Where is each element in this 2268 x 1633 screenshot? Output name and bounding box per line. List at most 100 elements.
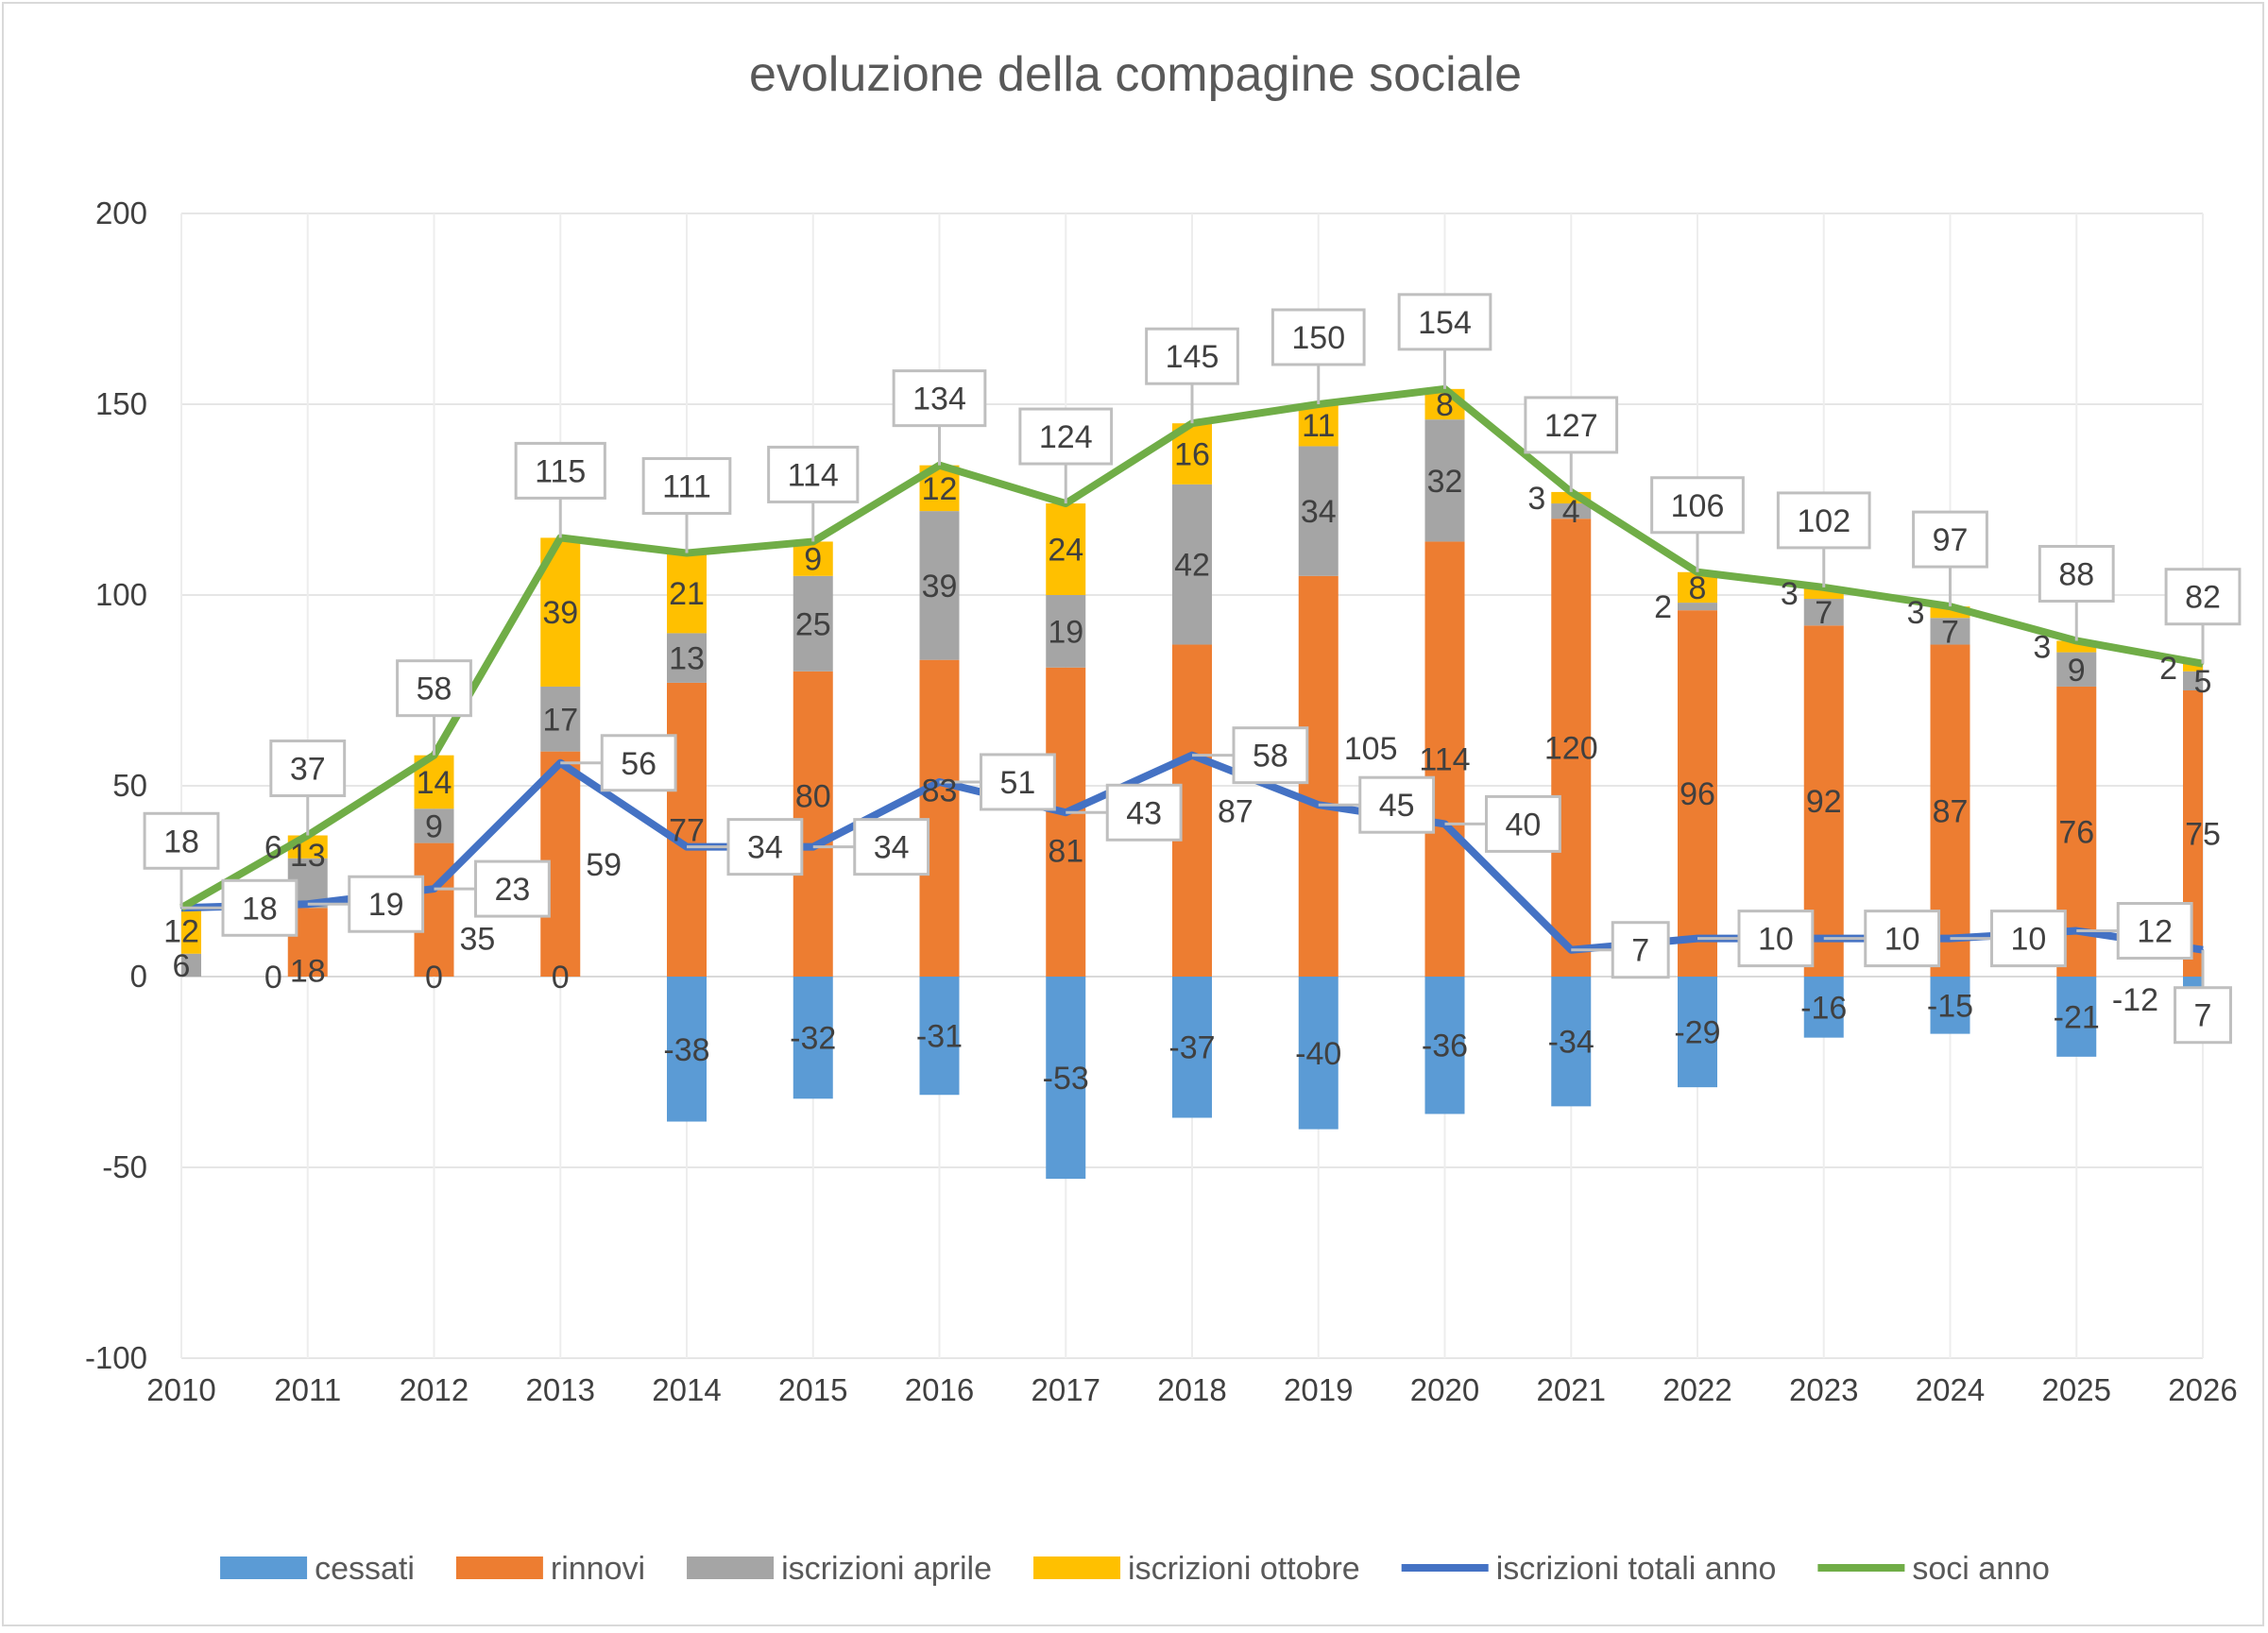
- data-label-iscrizioni-aprile: 25: [795, 606, 831, 642]
- data-label-rinnovi: 75: [2185, 817, 2221, 853]
- bar-cessati: [1424, 977, 1465, 1114]
- data-label-cessati: -32: [790, 1021, 836, 1057]
- y-tick-label: -100: [85, 1340, 147, 1375]
- bar-iscrizioni-aprile: [667, 633, 707, 683]
- callout-box: [2038, 544, 2115, 603]
- data-label-iscrizioni-ottobre: 14: [417, 765, 452, 801]
- data-label-iscrizioni-totali-anno: 10: [1758, 922, 1794, 958]
- data-label-iscrizioni-ottobre: 21: [669, 576, 705, 612]
- data-label-iscrizioni-aprile: 5: [2194, 664, 2212, 700]
- bar-iscrizioni-aprile: [2056, 652, 2097, 687]
- data-label-soci-anno: 134: [912, 382, 966, 417]
- bar-iscrizioni-ottobre: [181, 908, 201, 954]
- callout-box: [1650, 476, 1745, 535]
- x-tick-label: 2025: [2042, 1372, 2111, 1407]
- data-label-cessati: -53: [1043, 1061, 1089, 1097]
- data-label-iscrizioni-aprile: 6: [173, 948, 191, 984]
- data-label-iscrizioni-aprile: 39: [922, 569, 958, 604]
- callout-box: [767, 445, 860, 503]
- callout-soci-anno: 127: [1524, 396, 1619, 454]
- callout-box: [1990, 910, 2067, 968]
- data-label-iscrizioni-ottobre: 8: [1436, 387, 1454, 423]
- callout-iscrizioni-totali-anno: 34: [853, 818, 930, 876]
- bar-iscrizioni-aprile: [1551, 503, 1592, 519]
- legend-label-iscrizioni-aprile: iscrizioni aprile: [781, 1551, 992, 1587]
- data-label-iscrizioni-ottobre: 9: [804, 542, 822, 578]
- data-label-iscrizioni-totali-anno: 7: [1631, 933, 1649, 969]
- bar-cessati: [667, 977, 707, 1122]
- legend-swatch-rinnovi: [455, 1556, 543, 1579]
- callout-iscrizioni-totali-anno: 40: [1485, 794, 1561, 853]
- x-tick-label: 2017: [1032, 1372, 1100, 1407]
- callout-iscrizioni-totali-anno: 10: [1737, 910, 1815, 968]
- bar-iscrizioni-aprile: [793, 575, 833, 672]
- bar-rinnovi: [1046, 667, 1086, 977]
- callout-iscrizioni-totali-anno: 12: [2116, 902, 2193, 961]
- data-label-cessati: -16: [1800, 990, 1847, 1026]
- data-label-iscrizioni-totali-anno: 19: [368, 887, 404, 923]
- bar-iscrizioni-aprile: [1803, 599, 1844, 626]
- data-label-iscrizioni-aprile: 32: [1427, 464, 1463, 500]
- x-tick-label: 2013: [526, 1372, 595, 1407]
- data-label-iscrizioni-totali-anno: 40: [1506, 807, 1542, 842]
- callout-soci-anno: 37: [269, 740, 347, 798]
- data-label-iscrizioni-ottobre: 8: [1689, 570, 1707, 606]
- legend-label-rinnovi: rinnovi: [551, 1551, 645, 1587]
- bar-iscrizioni-ottobre: [667, 553, 707, 634]
- data-label-cessati: -37: [1168, 1030, 1215, 1066]
- callout-iscrizioni-totali-anno: 7: [2174, 986, 2232, 1045]
- bar-iscrizioni-ottobre: [793, 541, 833, 576]
- data-label-cessati: -15: [1927, 988, 1973, 1024]
- legend-swatch-iscrizioni-aprile: [687, 1556, 775, 1579]
- callout-box: [853, 818, 930, 876]
- data-label-iscrizioni-totali-anno: 34: [747, 830, 783, 866]
- callout-iscrizioni-totali-anno: 10: [1864, 910, 1941, 968]
- data-label-iscrizioni-ottobre: 12: [163, 914, 199, 950]
- bar-cessati: [1930, 977, 1970, 1034]
- callout-box: [1270, 308, 1366, 366]
- data-label-iscrizioni-aprile: 7: [1815, 595, 1833, 631]
- y-tick-label: 100: [95, 577, 147, 612]
- bar-cessati: [1172, 977, 1212, 1118]
- x-tick-label: 2011: [274, 1372, 341, 1407]
- data-label-iscrizioni-totali-anno: 43: [1126, 795, 1162, 831]
- data-label-iscrizioni-aprile: 13: [290, 838, 326, 874]
- bar-rinnovi: [1551, 519, 1592, 977]
- data-label-iscrizioni-ottobre: 6: [264, 830, 282, 866]
- data-label-iscrizioni-totali-anno: 51: [1000, 765, 1036, 801]
- callout-soci-anno: 134: [892, 369, 987, 428]
- bar-iscrizioni-ottobre: [2183, 663, 2203, 672]
- callout-soci-anno: 106: [1650, 476, 1745, 535]
- data-label-rinnovi: 87: [1218, 793, 1253, 829]
- x-tick-label: 2016: [905, 1372, 974, 1407]
- data-label-rinnovi: 92: [1806, 784, 1842, 820]
- callout-soci-anno: 18: [143, 811, 220, 870]
- bar-iscrizioni-aprile: [2183, 671, 2203, 690]
- bar-iscrizioni-aprile: [1424, 419, 1465, 542]
- legend-swatch-cessati: [220, 1556, 308, 1579]
- callout-soci-anno: 154: [1397, 293, 1492, 351]
- data-label-soci-anno: 115: [535, 453, 586, 489]
- callout-box: [641, 457, 732, 516]
- x-tick-label: 2026: [2168, 1372, 2237, 1407]
- callout-box: [514, 441, 606, 500]
- legend-swatch-iscrizioni-ottobre: [1033, 1556, 1121, 1579]
- data-label-iscrizioni-ottobre: 16: [1174, 437, 1210, 473]
- data-label-rinnovi: 114: [1419, 742, 1470, 778]
- bar-cessati: [2056, 977, 2097, 1057]
- callout-box: [348, 875, 425, 933]
- x-tick-label: 2023: [1789, 1372, 1858, 1407]
- data-label-iscrizioni-totali-anno: 10: [2011, 922, 2047, 958]
- data-label-iscrizioni-ottobre: 24: [1048, 533, 1083, 569]
- data-label-soci-anno: 111: [662, 469, 711, 505]
- x-tick-label: 2021: [1537, 1372, 1606, 1407]
- callout-box: [396, 659, 472, 718]
- data-label-soci-anno: 58: [417, 672, 452, 707]
- bar-iscrizioni-aprile: [1678, 603, 1717, 611]
- data-label-cessati: -38: [663, 1032, 709, 1068]
- callout-box: [1018, 407, 1114, 466]
- data-label-iscrizioni-totali-anno: 56: [621, 746, 657, 782]
- legend-label-iscrizioni-totali-anno: iscrizioni totali anno: [1496, 1551, 1777, 1587]
- data-label-rinnovi: 105: [1344, 731, 1398, 767]
